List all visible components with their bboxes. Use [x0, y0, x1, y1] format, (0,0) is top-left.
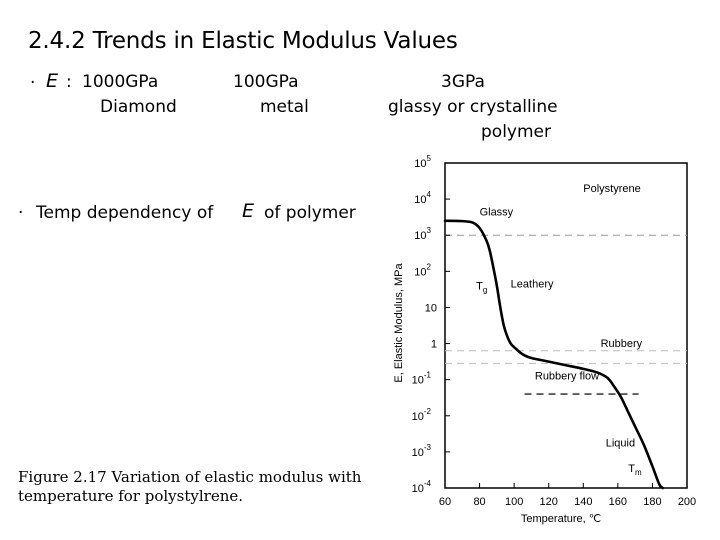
y-tick-label: 10-4: [412, 479, 432, 495]
caption-line-1: Figure 2.17 Variation of elastic modulus…: [18, 468, 362, 486]
axis-ticks: [444, 162, 688, 489]
x-tick-label: 180: [643, 496, 661, 508]
plot-frame: [444, 162, 688, 489]
modulus-symbol: E: [242, 200, 255, 222]
x-tick-label: 80: [473, 496, 485, 508]
x-tick-label: 160: [609, 496, 627, 508]
y-tick-label: 10-2: [412, 407, 432, 423]
value-polymer: 3GPa: [441, 72, 485, 92]
bullet-marker: ·: [30, 73, 36, 93]
x-tick-label: 120: [540, 496, 558, 508]
y-tick-label: 1: [431, 339, 437, 351]
annotation-label: Tg: [476, 280, 487, 294]
annotation-label: Rubbery flow: [535, 371, 599, 383]
annotation-label: Liquid: [606, 437, 635, 449]
label-polymer-line2: polymer: [481, 122, 551, 142]
x-axis-label: Temperature, ℃: [521, 513, 601, 525]
figure-caption: Figure 2.17 Variation of elastic modulus…: [18, 468, 398, 506]
annotation-label: Rubbery: [601, 338, 643, 350]
value-diamond: 1000GPa: [82, 72, 159, 92]
modulus-symbol: E: [46, 70, 59, 92]
curve-annotations: Polystyrene Glassy Leathery Tg Rubbery Rubber…: [476, 183, 643, 477]
x-tick-label: 140: [574, 496, 592, 508]
y-tick-label: 102: [414, 262, 431, 278]
label-polymer-line1: glassy or crystalline: [388, 97, 558, 117]
label-metal: metal: [260, 97, 309, 117]
y-tick-label: 10: [425, 302, 437, 314]
annotation-label: Tm: [628, 463, 642, 477]
value-metal: 100GPa: [233, 72, 299, 92]
temp-text-before: Temp dependency of: [36, 203, 214, 223]
modulus-curve: [443, 219, 665, 490]
x-tick-label: 60: [439, 496, 451, 508]
bullet-marker: ·: [18, 203, 24, 223]
temp-text-after: of polymer: [264, 203, 356, 223]
y-tick-label: 103: [414, 226, 431, 242]
x-tick-label: 200: [678, 496, 696, 508]
annotation-label: Glassy: [480, 206, 514, 218]
y-axis-label: E, Elastic Modulus, MPa: [393, 263, 405, 383]
y-tick-label: 10-3: [412, 443, 432, 459]
caption-line-2: temperature for polystylrene.: [18, 487, 243, 505]
y-tick-label: 10-1: [412, 371, 432, 387]
y-tick-label: 104: [414, 190, 431, 206]
y-tick-label: 105: [414, 154, 431, 170]
annotation-label: Polystyrene: [583, 183, 640, 195]
annotation-label: Leathery: [511, 279, 554, 291]
slide-title: 2.4.2 Trends in Elastic Modulus Values: [28, 28, 458, 54]
label-diamond: Diamond: [100, 97, 177, 117]
x-tick-labels: 60 80 100 120 140 160 180 200: [439, 496, 696, 508]
colon: :: [66, 72, 72, 92]
x-tick-label: 100: [505, 496, 523, 508]
